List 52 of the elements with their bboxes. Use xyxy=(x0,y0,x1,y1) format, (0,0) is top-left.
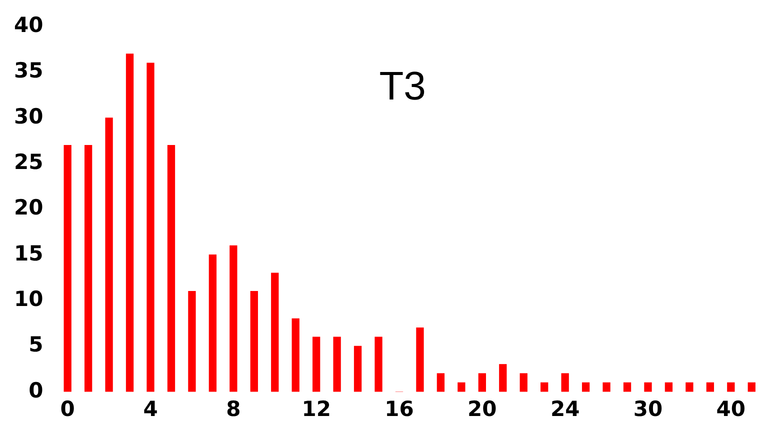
bar xyxy=(230,245,238,392)
bar xyxy=(312,336,320,392)
bar xyxy=(706,382,714,392)
bar xyxy=(146,62,154,392)
bar xyxy=(664,382,673,392)
x-tick-label: 40 xyxy=(716,396,746,421)
bar xyxy=(208,254,217,392)
y-tick-label: 20 xyxy=(14,196,44,220)
bar xyxy=(416,328,424,392)
bar xyxy=(478,373,486,392)
bar xyxy=(354,346,362,392)
bar xyxy=(540,382,548,392)
x-tick-label: 8 xyxy=(226,396,241,421)
bar xyxy=(436,373,445,392)
y-tick-label: 10 xyxy=(14,286,44,311)
bar xyxy=(727,382,735,392)
bar xyxy=(333,336,341,392)
bar xyxy=(623,382,632,392)
x-tick-label: 20 xyxy=(468,396,497,421)
x-tick-label: 4 xyxy=(143,396,158,421)
y-tick-label: 35 xyxy=(14,58,44,83)
x-tick-label: 24 xyxy=(550,396,580,421)
y-tick-label: 30 xyxy=(14,104,44,128)
y-tick-label: 25 xyxy=(14,150,44,174)
bar xyxy=(561,373,569,392)
bar xyxy=(644,382,652,392)
y-tick-label: 40 xyxy=(14,13,44,38)
x-tick-label: 0 xyxy=(60,396,75,421)
bar xyxy=(748,382,756,392)
bar xyxy=(686,382,694,392)
x-tick-label: 16 xyxy=(384,396,414,421)
y-tick-label: 5 xyxy=(28,332,44,357)
bar xyxy=(250,291,258,392)
y-tick-label: 0 xyxy=(28,378,44,402)
bar xyxy=(458,382,466,392)
bar xyxy=(188,291,196,392)
text: T3 xyxy=(379,64,426,109)
x-tick-label: 30 xyxy=(633,396,663,421)
bar xyxy=(126,54,134,392)
bar xyxy=(84,144,92,392)
bar xyxy=(292,318,300,392)
bar xyxy=(499,364,507,392)
bar xyxy=(271,272,279,392)
bar xyxy=(602,382,610,392)
x-tick-label: 12 xyxy=(302,396,331,421)
bar xyxy=(64,144,72,392)
bar xyxy=(520,373,528,392)
bar xyxy=(582,382,590,392)
bar xyxy=(105,118,113,392)
bar xyxy=(374,336,382,392)
y-tick-label: 15 xyxy=(14,241,44,266)
bar xyxy=(167,144,176,392)
